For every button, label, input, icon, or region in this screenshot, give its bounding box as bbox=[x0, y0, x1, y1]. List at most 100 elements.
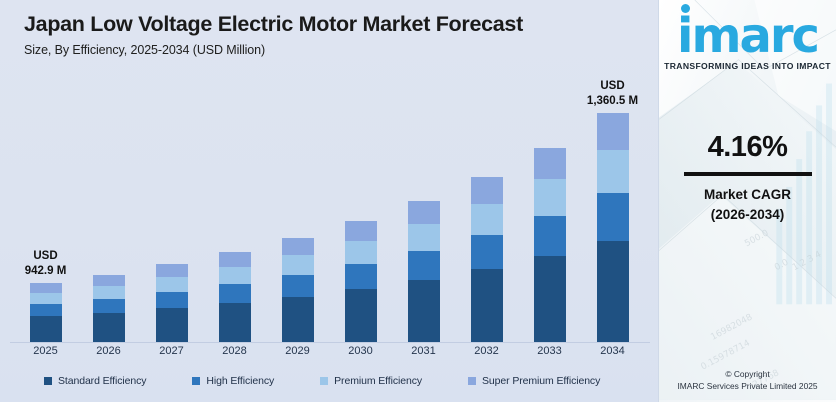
bar-segment-standard-efficiency bbox=[533, 256, 566, 342]
bar-segment-premium-efficiency bbox=[155, 277, 188, 292]
x-axis-tick-2029: 2029 bbox=[285, 345, 310, 357]
x-axis-tick-2031: 2031 bbox=[411, 345, 436, 357]
x-axis-tick-2026: 2026 bbox=[96, 345, 121, 357]
bar-segment-standard-efficiency bbox=[407, 280, 440, 342]
bar-segment-standard-efficiency bbox=[281, 297, 314, 342]
page-title: Japan Low Voltage Electric Motor Market … bbox=[24, 12, 523, 36]
bar-segment-standard-efficiency bbox=[470, 269, 503, 342]
bar-segment-high-efficiency bbox=[470, 235, 503, 269]
bar-segment-super-premium-efficiency bbox=[155, 264, 188, 277]
legend-swatch-icon bbox=[468, 377, 477, 385]
bar-segment-high-efficiency bbox=[596, 193, 629, 241]
brand-panel: 500.0 0.0 1 2 3 4 16982048 0.15978714 27… bbox=[658, 0, 836, 402]
bar-segment-standard-efficiency bbox=[596, 241, 629, 342]
bar-group-2025: USD 942.9 M bbox=[14, 72, 77, 342]
bar-stack: USD 1,360.5 M bbox=[587, 80, 638, 342]
imarc-logo: imarc TRANSFORMING IDEAS INTO IMPACT bbox=[659, 4, 836, 72]
legend-swatch-icon bbox=[320, 377, 329, 385]
bar-segment-super-premium-efficiency bbox=[344, 221, 377, 241]
brand-content: imarc TRANSFORMING IDEAS INTO IMPACT 4.1… bbox=[659, 0, 836, 402]
chart-subtitle: Size, By Efficiency, 2025-2034 (USD Mill… bbox=[24, 42, 266, 57]
legend-label: Premium Efficiency bbox=[334, 375, 423, 387]
bar-group-2028 bbox=[203, 72, 266, 342]
bar-segment-super-premium-efficiency bbox=[92, 275, 125, 286]
chart-header: Japan Low Voltage Electric Motor Market … bbox=[24, 12, 634, 57]
bar-segment-standard-efficiency bbox=[92, 313, 125, 342]
bar-segment-premium-efficiency bbox=[29, 293, 62, 304]
x-axis-labels: 2025 2026 2027 2028 2029 2030 2031 2032 2033 2034 bbox=[14, 345, 644, 357]
bar-segment-super-premium-efficiency bbox=[281, 238, 314, 255]
legend-label: High Efficiency bbox=[206, 375, 275, 387]
bar-segment-premium-efficiency bbox=[596, 150, 629, 193]
x-axis-line bbox=[10, 342, 650, 343]
bar-segment-premium-efficiency bbox=[281, 255, 314, 275]
bar-stack bbox=[407, 201, 440, 342]
cagr-label: Market CAGR bbox=[703, 187, 792, 203]
bar-stack bbox=[344, 221, 377, 342]
bar-segment-super-premium-efficiency bbox=[218, 252, 251, 267]
legend-swatch-icon bbox=[44, 377, 52, 385]
bar-segment-super-premium-efficiency bbox=[407, 201, 440, 224]
bar-group-2026 bbox=[77, 72, 140, 342]
legend-label: Standard Efficiency bbox=[58, 375, 147, 387]
chart-legend: Standard Efficiency High Efficiency Premiu… bbox=[0, 371, 658, 391]
bar-stack bbox=[281, 238, 314, 342]
bar-group-2030 bbox=[329, 72, 392, 342]
copyright-line-2: IMARC Services Private Limited 2025 bbox=[677, 381, 818, 392]
legend-item-super-premium-efficiency[interactable]: Super Premium Efficiency bbox=[468, 375, 600, 387]
bar-segment-premium-efficiency bbox=[218, 267, 251, 284]
x-axis-tick-2030: 2030 bbox=[348, 345, 373, 357]
value-label-amount: 942.9 M bbox=[24, 264, 67, 277]
bar-segment-high-efficiency bbox=[407, 251, 440, 280]
cagr-divider bbox=[683, 172, 812, 177]
logo-wordmark: imarc bbox=[677, 8, 820, 64]
bar-stack bbox=[92, 275, 125, 342]
bar-stack bbox=[470, 177, 503, 342]
bar-segment-super-premium-efficiency bbox=[29, 283, 62, 293]
chart-panel: Japan Low Voltage Electric Motor Market … bbox=[0, 0, 658, 402]
bars-row: USD 942.9 M USD 1,360.5 M bbox=[14, 72, 644, 342]
bar-segment-super-premium-efficiency bbox=[533, 148, 566, 179]
bar-segment-high-efficiency bbox=[92, 299, 125, 313]
cagr-value: 4.16% bbox=[707, 131, 788, 164]
bar-stack bbox=[533, 148, 566, 342]
x-axis-tick-2027: 2027 bbox=[159, 345, 184, 357]
legend-label: Super Premium Efficiency bbox=[482, 375, 601, 387]
value-label-unit: USD bbox=[600, 80, 625, 93]
copyright-line-1: © Copyright bbox=[725, 368, 770, 379]
value-label-unit: USD bbox=[33, 250, 58, 263]
bar-segment-high-efficiency bbox=[533, 216, 566, 256]
bar-segment-high-efficiency bbox=[344, 264, 377, 289]
background-artwork: 500.0 0.0 1 2 3 4 16982048 0.15978714 27… bbox=[659, 0, 836, 400]
logo-mark: imarc bbox=[677, 4, 820, 60]
bar-group-2027 bbox=[140, 72, 203, 342]
bar-stack bbox=[155, 264, 188, 342]
bar-segment-premium-efficiency bbox=[533, 179, 566, 216]
x-axis-tick-2025: 2025 bbox=[33, 345, 58, 357]
plot-area: USD 942.9 M USD 1,360.5 M bbox=[0, 72, 658, 342]
bar-segment-super-premium-efficiency bbox=[470, 177, 503, 204]
value-label-amount: 1,360.5 M bbox=[586, 94, 639, 107]
copyright-notice: © Copyright IMARC Services Private Limit… bbox=[659, 368, 836, 393]
bar-group-2032 bbox=[455, 72, 518, 342]
cagr-block: 4.16% Market CAGR (2026-2034) bbox=[659, 133, 836, 224]
bar-segment-high-efficiency bbox=[281, 275, 314, 297]
bar-segment-high-efficiency bbox=[218, 284, 251, 303]
legend-item-premium-efficiency[interactable]: Premium Efficiency bbox=[320, 375, 422, 387]
bar-group-2029 bbox=[266, 72, 329, 342]
logo-tagline: TRANSFORMING IDEAS INTO IMPACT bbox=[664, 61, 831, 72]
bar-group-2034: USD 1,360.5 M bbox=[581, 72, 644, 342]
bar-segment-standard-efficiency bbox=[155, 308, 188, 342]
legend-swatch-icon bbox=[192, 377, 201, 385]
x-axis-tick-2032: 2032 bbox=[474, 345, 499, 357]
bar-segment-premium-efficiency bbox=[407, 224, 440, 251]
legend-item-high-efficiency[interactable]: High Efficiency bbox=[192, 375, 274, 387]
bar-segment-super-premium-efficiency bbox=[596, 113, 629, 150]
value-label-2034: USD 1,360.5 M bbox=[587, 79, 638, 108]
bar-segment-standard-efficiency bbox=[344, 289, 377, 342]
bar-group-2033 bbox=[518, 72, 581, 342]
bar-stack: USD 942.9 M bbox=[25, 250, 66, 342]
legend-item-standard-efficiency[interactable]: Standard Efficiency bbox=[44, 375, 146, 387]
x-axis-tick-2028: 2028 bbox=[222, 345, 247, 357]
bar-segment-premium-efficiency bbox=[344, 241, 377, 264]
